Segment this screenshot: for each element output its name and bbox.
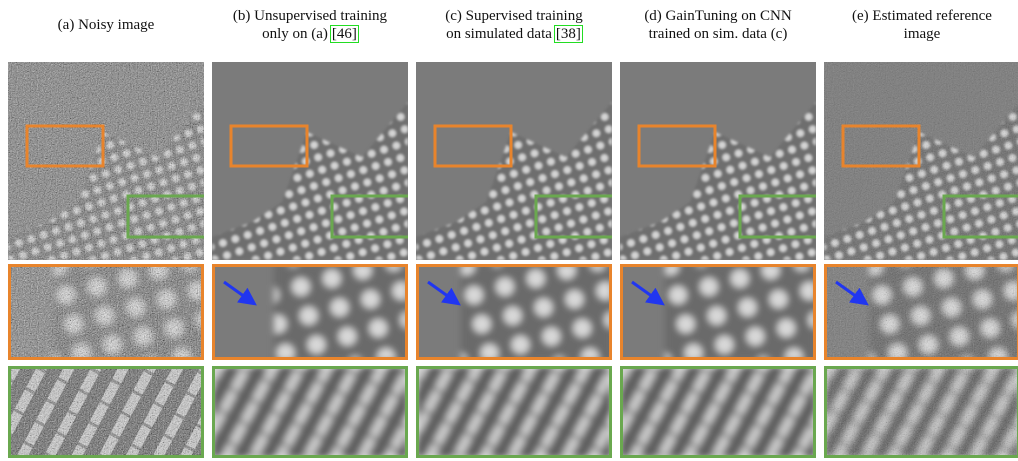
orange-zoom [212, 264, 408, 360]
caption-text: image [904, 26, 941, 42]
full-image [824, 62, 1018, 260]
full-image [620, 62, 818, 260]
caption-text: (a) Noisy image [58, 17, 155, 33]
caption-line: (e) Estimated reference [814, 7, 1018, 25]
stripes [212, 366, 408, 458]
full-image [8, 62, 206, 260]
green-zoom [8, 366, 204, 458]
stripes [416, 366, 612, 458]
figure: (() => { const data = JSON.parse(documen… [0, 0, 1018, 461]
panel-caption: (e) Estimated reference image [814, 7, 1018, 43]
green-zoom [416, 366, 612, 458]
caption-text: on simulated data [446, 26, 552, 42]
orange-zoom [824, 264, 1018, 360]
caption-line: on simulated data[38] [406, 25, 622, 43]
citation-link[interactable]: [38] [555, 26, 582, 42]
noise [824, 264, 1018, 360]
panel-caption: (d) GainTuning on CNN trained on sim. dat… [610, 7, 826, 43]
caption-line: image [814, 25, 1018, 43]
caption-line: trained on sim. data (c) [610, 25, 826, 43]
caption-line: (d) GainTuning on CNN [610, 7, 826, 25]
caption-text: only on (a) [262, 26, 328, 42]
crystal-lattice [665, 264, 816, 360]
caption-text: (e) Estimated reference [852, 8, 992, 24]
caption-line: (a) Noisy image [0, 16, 214, 34]
figure-images [0, 0, 1018, 461]
noise [8, 264, 204, 360]
orange-zoom [620, 264, 816, 360]
noise [824, 62, 1018, 260]
green-zoom [212, 366, 408, 458]
orange-zoom [416, 264, 612, 360]
noise [8, 62, 204, 260]
caption-line: only on (a)[46] [202, 25, 418, 43]
caption-line: (b) Unsupervised training [202, 7, 418, 25]
crystal-lattice [274, 264, 408, 360]
full-image [416, 62, 614, 260]
full-image [212, 62, 410, 260]
crystal-lattice [461, 264, 612, 360]
caption-text: (c) Supervised training [445, 8, 582, 24]
noise [824, 366, 1018, 458]
caption-text: (b) Unsupervised training [233, 8, 387, 24]
caption-line: (c) Supervised training [406, 7, 622, 25]
green-zoom [620, 366, 816, 458]
noise [8, 366, 204, 458]
green-zoom [824, 366, 1018, 458]
stripes [620, 366, 816, 458]
orange-zoom [8, 264, 204, 360]
panel-caption: (a) Noisy image [0, 16, 214, 34]
caption-text: (d) GainTuning on CNN [644, 8, 791, 24]
caption-text: trained on sim. data (c) [649, 26, 788, 42]
citation-link[interactable]: [46] [331, 26, 358, 42]
